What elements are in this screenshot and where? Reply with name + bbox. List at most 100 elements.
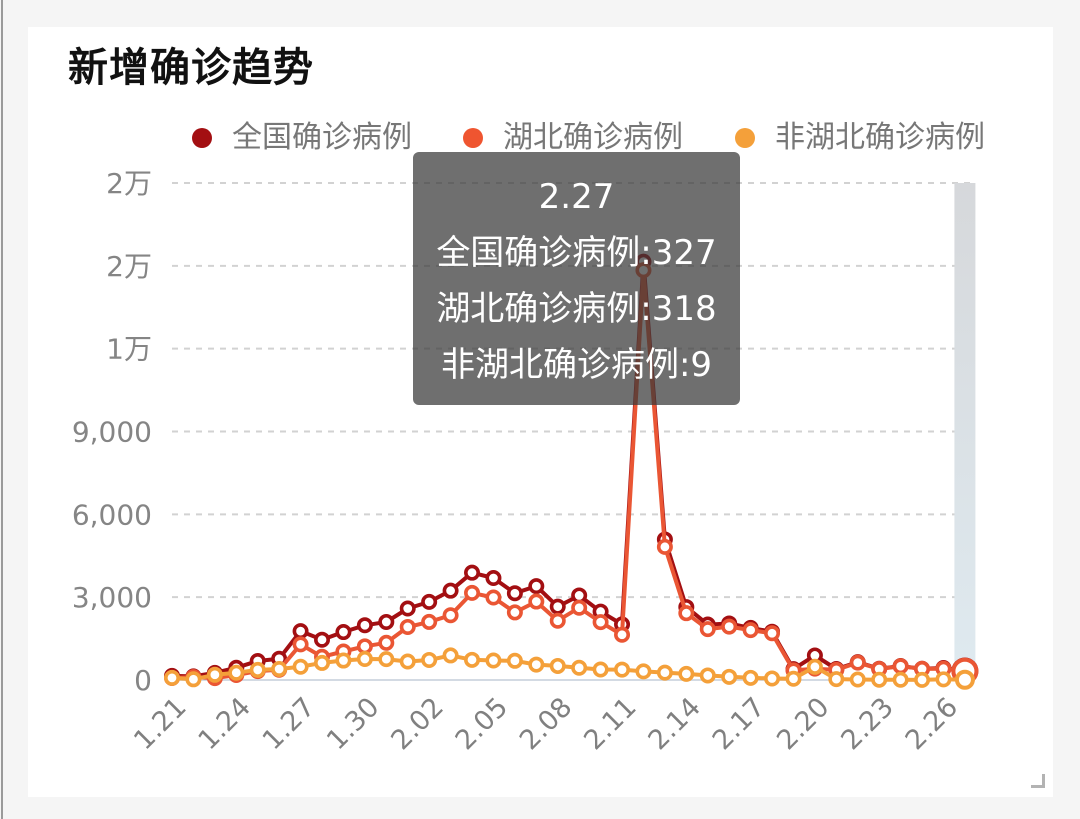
- data-point-marker[interactable]: [656, 538, 673, 555]
- data-point-marker[interactable]: [892, 671, 909, 688]
- data-point-marker[interactable]: [764, 670, 781, 687]
- data-point-marker[interactable]: [742, 669, 759, 686]
- data-point-marker[interactable]: [806, 658, 823, 675]
- data-point-marker[interactable]: [464, 564, 481, 581]
- data-point-marker[interactable]: [549, 657, 566, 674]
- x-tick-label: 2.05: [450, 692, 514, 756]
- data-point-marker[interactable]: [399, 653, 416, 670]
- data-point-marker[interactable]: [378, 651, 395, 668]
- x-tick-label: 1.30: [321, 692, 385, 756]
- data-point-marker[interactable]: [549, 612, 566, 629]
- data-point-marker[interactable]: [656, 664, 673, 681]
- data-point-marker[interactable]: [528, 656, 545, 673]
- data-point-marker[interactable]: [849, 671, 866, 688]
- legend-item-non-hubei[interactable]: 非湖北确诊病例: [735, 118, 985, 158]
- legend-dot-icon: [463, 128, 483, 148]
- data-point-marker[interactable]: [249, 661, 266, 678]
- data-point-marker[interactable]: [485, 652, 502, 669]
- tooltip-row-national: 全国确诊病例:327: [436, 233, 717, 273]
- data-point-marker[interactable]: [421, 651, 438, 668]
- data-point-marker[interactable]: [935, 671, 952, 688]
- chart-title: 新增确诊趋势: [68, 45, 314, 91]
- data-point-marker[interactable]: [442, 607, 459, 624]
- data-point-marker[interactable]: [506, 585, 523, 602]
- data-point-marker[interactable]: [292, 636, 309, 653]
- data-point-marker[interactable]: [828, 671, 845, 688]
- data-point-marker[interactable]: [592, 661, 609, 678]
- y-tick-label: 6,000: [72, 498, 152, 531]
- data-point-marker[interactable]: [699, 621, 716, 638]
- y-tick-label: 2万: [106, 250, 152, 283]
- data-point-marker[interactable]: [378, 613, 395, 630]
- data-point-marker[interactable]: [571, 599, 588, 616]
- y-tick-label: 0: [134, 664, 152, 697]
- data-point-marker[interactable]: [442, 647, 459, 664]
- data-point-marker[interactable]: [356, 650, 373, 667]
- y-tick-label: 1万: [106, 333, 152, 366]
- data-point-marker[interactable]: [635, 663, 652, 680]
- data-point-marker[interactable]: [764, 625, 781, 642]
- data-point-marker[interactable]: [485, 589, 502, 606]
- data-point-marker[interactable]: [721, 668, 738, 685]
- data-point-marker[interactable]: [592, 614, 609, 631]
- data-point-marker[interactable]: [314, 631, 331, 648]
- legend-label: 非湖北确诊病例: [775, 120, 985, 155]
- x-axis: 1.21 1.24 1.27 1.30 2.02 2.05 2.08 2.11 2.14 2.17…: [128, 692, 964, 756]
- y-axis: 0 3,000 6,000 9,000 1万 2万 2万: [72, 167, 152, 697]
- data-point-marker[interactable]: [314, 654, 331, 671]
- data-point-marker[interactable]: [228, 664, 245, 681]
- legend-item-national[interactable]: 全国确诊病例: [192, 118, 412, 158]
- data-point-marker[interactable]: [528, 578, 545, 595]
- data-point-marker[interactable]: [785, 670, 802, 687]
- data-point-marker[interactable]: [528, 593, 545, 610]
- data-point-marker[interactable]: [506, 652, 523, 669]
- data-point-marker[interactable]: [721, 618, 738, 635]
- data-point-marker[interactable]: [271, 661, 288, 678]
- data-point-marker[interactable]: [485, 570, 502, 587]
- data-point-marker[interactable]: [356, 638, 373, 655]
- data-point-marker[interactable]: [549, 598, 566, 615]
- legend-label: 全国确诊病例: [232, 120, 412, 155]
- hover-band: [954, 183, 976, 680]
- x-tick-label: 2.11: [578, 692, 642, 756]
- data-point-marker[interactable]: [742, 622, 759, 639]
- x-tick-label: 2.02: [385, 692, 449, 756]
- axis-pointer-shadow: [954, 183, 976, 680]
- data-point-marker[interactable]: [356, 617, 373, 634]
- data-point-marker[interactable]: [378, 634, 395, 651]
- data-point-marker[interactable]: [164, 669, 181, 686]
- data-point-marker[interactable]: [421, 593, 438, 610]
- data-point-marker[interactable]: [871, 671, 888, 688]
- data-point-marker[interactable]: [914, 671, 931, 688]
- data-point-marker[interactable]: [185, 671, 202, 688]
- data-point-marker[interactable]: [399, 618, 416, 635]
- legend-item-hubei[interactable]: 湖北确诊病例: [463, 118, 683, 158]
- legend-dot-icon: [735, 128, 755, 148]
- data-point-marker[interactable]: [678, 605, 695, 622]
- data-point-marker[interactable]: [335, 624, 352, 641]
- y-tick-label: 9,000: [72, 416, 152, 449]
- data-point-marker[interactable]: [571, 659, 588, 676]
- data-point-marker[interactable]: [849, 654, 866, 671]
- data-point-marker[interactable]: [292, 623, 309, 640]
- series-group: [164, 253, 979, 690]
- data-point-marker[interactable]: [206, 666, 223, 683]
- data-point-marker[interactable]: [699, 667, 716, 684]
- data-point-marker[interactable]: [335, 652, 352, 669]
- data-point-marker[interactable]: [292, 658, 309, 675]
- data-point-marker[interactable]: [464, 651, 481, 668]
- x-tick-label: 2.14: [643, 692, 707, 756]
- x-tick-label: 2.17: [707, 692, 771, 756]
- data-point-marker[interactable]: [614, 661, 631, 678]
- data-point-marker[interactable]: [464, 584, 481, 601]
- resize-handle-icon[interactable]: [1031, 774, 1045, 788]
- data-point-marker[interactable]: [614, 626, 631, 643]
- data-point-marker[interactable]: [506, 604, 523, 621]
- data-point-marker[interactable]: [892, 658, 909, 675]
- data-point-marker[interactable]: [954, 669, 975, 690]
- y-tick-label: 2万: [106, 167, 152, 200]
- data-point-marker[interactable]: [678, 665, 695, 682]
- data-point-marker[interactable]: [399, 600, 416, 617]
- data-point-marker[interactable]: [442, 582, 459, 599]
- data-point-marker[interactable]: [421, 613, 438, 630]
